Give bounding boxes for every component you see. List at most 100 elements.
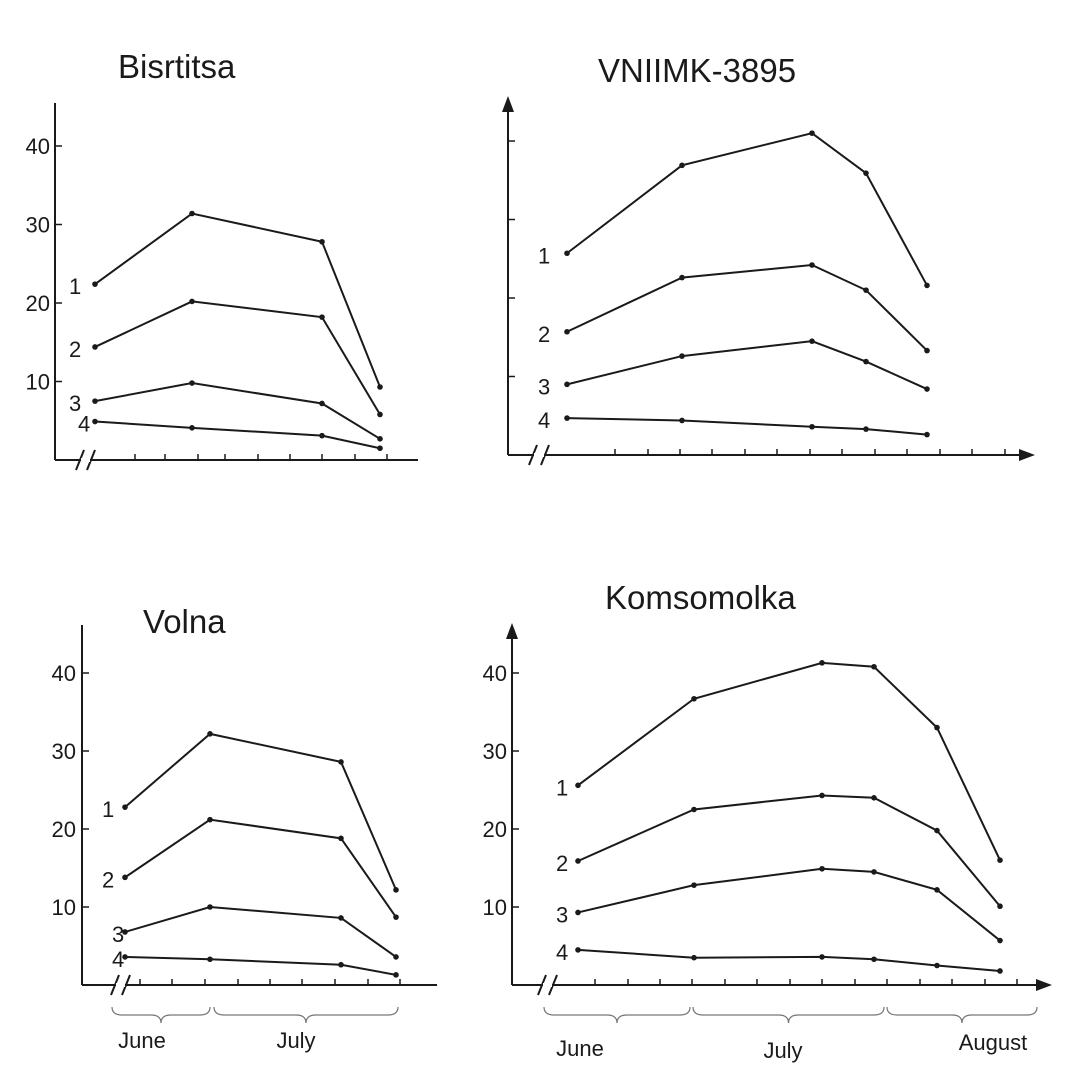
series-2-point [924, 347, 930, 354]
series-3-point [679, 353, 685, 359]
axis-break-mark [540, 444, 550, 466]
series-3-point [997, 937, 1003, 944]
series-1-point [863, 170, 869, 176]
series-4-point [679, 417, 685, 424]
chart-title: Volna [143, 603, 226, 640]
series-4-point [92, 418, 98, 425]
series-3-line [566, 340, 928, 390]
series-4-point [809, 423, 815, 430]
series-3-point [207, 904, 213, 910]
series-3-label: 3 [112, 922, 124, 947]
month-brace [886, 1006, 1038, 1024]
y-tick-label: 20 [52, 817, 76, 842]
series-1-point [338, 759, 344, 765]
series-4-label: 4 [112, 947, 124, 972]
series-1-point [809, 130, 815, 136]
series-2-point [997, 903, 1003, 910]
series-4-point [393, 972, 399, 978]
series-2-label: 2 [69, 337, 81, 362]
series-2-point [575, 858, 581, 864]
series-2-point [338, 835, 344, 842]
series-3-point [564, 381, 570, 388]
y-tick-label: 10 [26, 370, 50, 395]
series-2-label: 2 [556, 851, 568, 876]
series-1-point [871, 663, 877, 670]
series-4-point [863, 426, 869, 432]
series-3-line [94, 382, 381, 440]
series-3-point [189, 380, 195, 386]
series-4-point [871, 956, 877, 963]
series-2-point [871, 795, 877, 801]
series-3-label: 3 [69, 391, 81, 416]
axis-break-mark [528, 444, 538, 466]
series-1-point [997, 857, 1003, 863]
axis-break-gap [116, 983, 125, 987]
month-brace [111, 1006, 211, 1024]
series-3-point [871, 869, 877, 875]
series-1-line [577, 661, 1001, 861]
panel-komsomolka: Komsomolka 10 20 30 40 1 2 3 4 June July August [483, 579, 1052, 1063]
series-1-point [934, 724, 940, 731]
chart-title: VNIIMK-3895 [598, 52, 796, 89]
series-3-point [393, 954, 399, 960]
series-1-point [924, 282, 930, 289]
month-label-july: July [763, 1038, 802, 1063]
axis-break-mark [548, 974, 558, 996]
series-4-line [566, 417, 928, 436]
series-4-line [577, 948, 1001, 972]
series-3-line [124, 905, 397, 958]
series-1-point [92, 281, 98, 287]
series-3-point [377, 436, 383, 442]
series-4-label: 4 [538, 408, 550, 433]
series-2-point [319, 314, 325, 320]
series-4-label: 4 [556, 940, 568, 965]
y-tick-label: 40 [52, 661, 76, 686]
month-brace [213, 1006, 399, 1024]
series-2-point [377, 411, 383, 418]
series-1-line [566, 132, 928, 286]
series-2-line [124, 818, 397, 918]
series-1-point [819, 660, 825, 666]
y-tick-label: 30 [483, 739, 507, 764]
series-2-point [934, 827, 940, 834]
chart-title: Bisrtitsa [118, 48, 236, 85]
series-2-line [566, 264, 928, 352]
series-3-point [863, 358, 869, 365]
series-1-point [679, 162, 685, 169]
series-4-point [819, 954, 825, 960]
series-3-point [934, 887, 940, 893]
series-1-label: 1 [69, 274, 81, 299]
series-4-point [691, 954, 697, 961]
axis-break-mark [75, 449, 85, 471]
series-1-point [207, 731, 213, 737]
series-3-point [691, 882, 697, 888]
x-axis-arrow-icon [1036, 979, 1052, 991]
month-brace [543, 1006, 691, 1024]
series-4-point [924, 431, 930, 438]
series-4-point [997, 968, 1003, 974]
axis-break-mark [537, 974, 547, 996]
y-tick-label: 40 [483, 661, 507, 686]
panel-bisrtitsa: Bisrtitsa 10 20 30 40 1 2 34 [26, 48, 418, 471]
series-1-label: 1 [102, 797, 114, 822]
series-1-point [393, 887, 399, 893]
series-2-line [94, 300, 381, 415]
series-1-point [691, 695, 697, 702]
axis-break-mark [110, 974, 120, 996]
series-4-point [207, 956, 213, 963]
series-4-point [934, 962, 940, 969]
series-2-point [393, 914, 399, 920]
series-4-point [575, 947, 581, 953]
series-1-label: 1 [556, 775, 568, 800]
series-2-label: 2 [538, 322, 550, 347]
month-label-june: June [118, 1028, 166, 1053]
series-2-point [691, 806, 697, 813]
series-3-line [577, 867, 1001, 942]
series-1-point [189, 210, 195, 217]
series-4-point [564, 415, 570, 421]
series-1-line [124, 732, 397, 891]
series-1-label: 1 [538, 243, 550, 268]
series-2-point [863, 287, 869, 293]
series-2-point [189, 298, 195, 305]
y-axis-arrow-icon [502, 96, 514, 112]
